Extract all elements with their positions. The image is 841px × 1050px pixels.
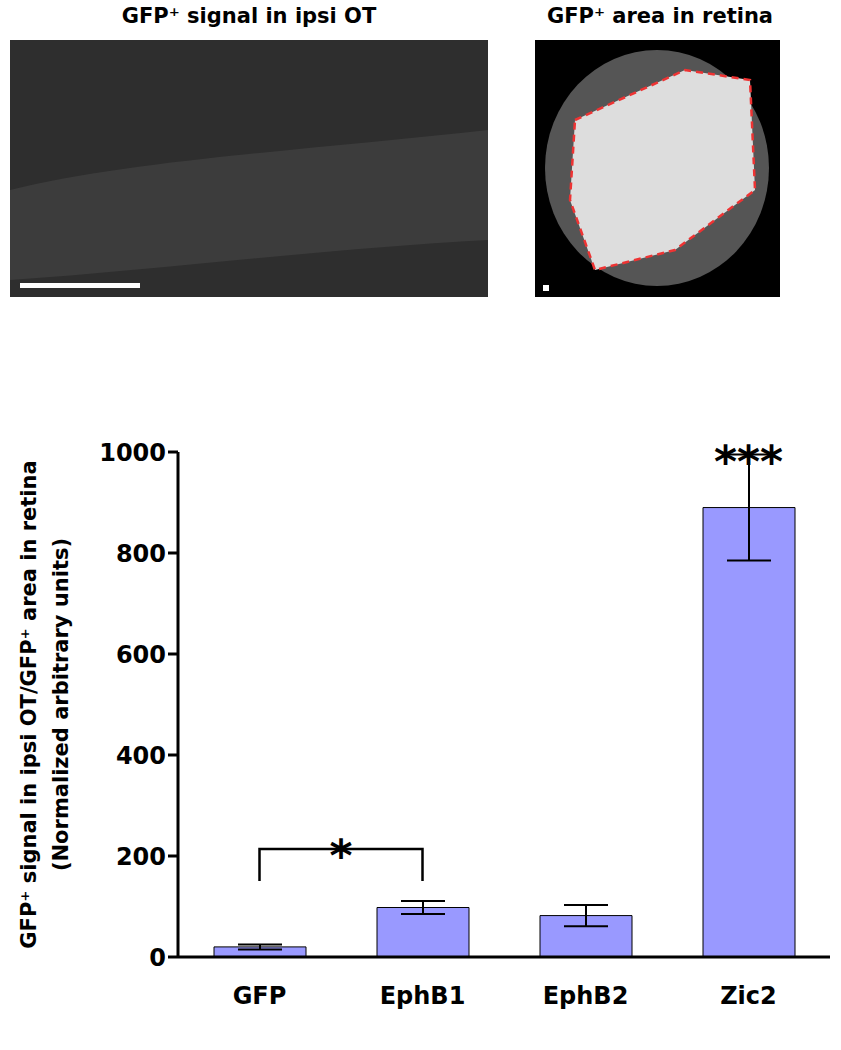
svg-text:GFP: GFP	[233, 982, 287, 1010]
svg-text:Zic2: Zic2	[720, 982, 777, 1010]
svg-text:GFP⁺ signal in ipsi OT/GFP⁺ ar: GFP⁺ signal in ipsi OT/GFP⁺ area in reti…	[17, 460, 41, 948]
html-text:GFP⁺ signal in ipsi OT: GFP⁺ signal in ipsi OT	[121, 4, 377, 28]
svg-text:***: ***	[714, 436, 783, 487]
html-text:GFP⁺ area in retina: GFP⁺ area in retina	[547, 4, 773, 28]
svg-text:EphB1: EphB1	[380, 982, 466, 1010]
svg-text:1000: 1000	[99, 439, 166, 467]
svg-text:600: 600	[116, 641, 166, 669]
svg-text:400: 400	[116, 742, 166, 770]
svg-text:0: 0	[149, 944, 166, 972]
svg-text:*: *	[329, 830, 352, 881]
svg-text:(Normalized arbitrary units): (Normalized arbitrary units)	[49, 538, 73, 871]
svg-text:EphB2: EphB2	[543, 982, 629, 1010]
svg-text:800: 800	[116, 540, 166, 568]
svg-text:200: 200	[116, 843, 166, 871]
